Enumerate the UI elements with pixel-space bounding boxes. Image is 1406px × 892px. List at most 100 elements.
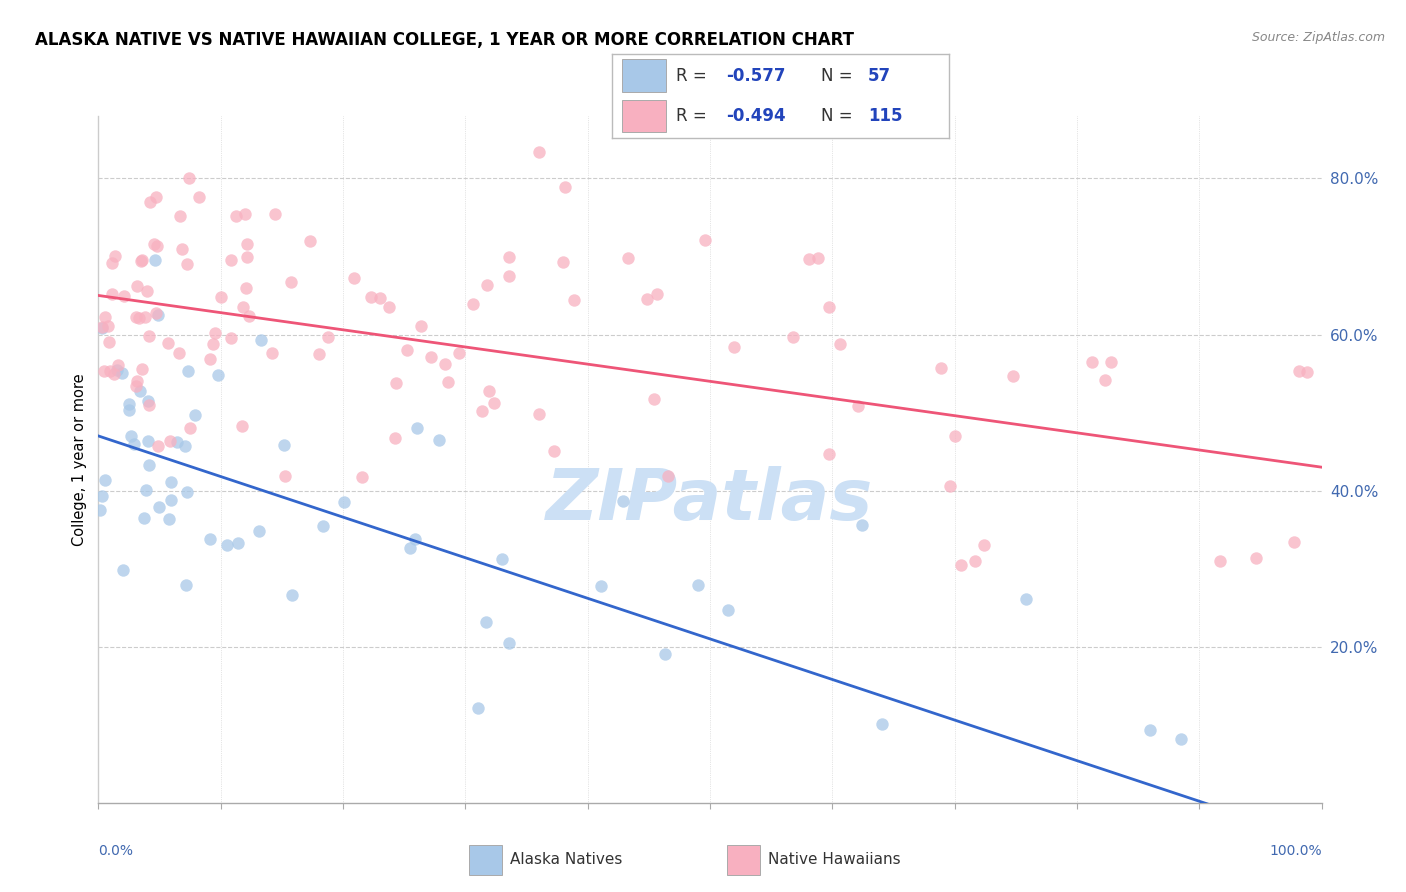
Point [263, 207, 285, 221]
Point [238, 309, 260, 323]
Point [184, 409, 207, 423]
Point [529, 145, 551, 159]
Point [409, 319, 432, 334]
Point [817, 447, 839, 461]
Point [612, 494, 634, 508]
Point [93, 364, 115, 378]
Point [200, 351, 222, 366]
Point [807, 251, 830, 265]
Point [851, 517, 873, 532]
Point [1081, 355, 1104, 369]
Point [1002, 368, 1025, 383]
Point [551, 255, 574, 269]
Point [138, 458, 160, 473]
Text: ZIPatlas: ZIPatlas [547, 467, 873, 535]
Point [273, 438, 295, 452]
Point [870, 717, 893, 731]
Point [128, 311, 150, 326]
Point [129, 384, 152, 399]
Bar [727, 845, 761, 875]
Point [818, 300, 841, 314]
Point [94, 310, 117, 324]
Point [219, 253, 242, 268]
Point [145, 306, 167, 320]
Point [399, 541, 422, 556]
Point [107, 362, 129, 376]
Point [475, 278, 498, 293]
Point [260, 346, 283, 360]
Point [143, 253, 166, 268]
Point [98, 364, 121, 378]
Point [148, 500, 170, 515]
Point [471, 404, 494, 418]
Point [368, 291, 391, 305]
Point [101, 256, 124, 270]
Point [657, 468, 679, 483]
Text: -0.494: -0.494 [727, 107, 786, 125]
Point [97, 334, 120, 349]
Point [174, 578, 197, 592]
Point [1099, 355, 1122, 369]
Point [562, 293, 585, 307]
Text: Source: ZipAtlas.com: Source: ZipAtlas.com [1251, 31, 1385, 45]
Point [160, 492, 183, 507]
Point [232, 300, 254, 314]
Point [142, 236, 165, 251]
Point [231, 419, 253, 434]
Point [112, 289, 135, 303]
Point [118, 397, 141, 411]
Point [693, 233, 716, 247]
Point [129, 254, 152, 268]
Point [447, 346, 470, 360]
Point [103, 249, 125, 263]
Point [308, 347, 330, 361]
Point [645, 286, 668, 301]
Text: N =: N = [821, 67, 852, 85]
Point [939, 479, 962, 493]
Text: ALASKA NATIVE VS NATIVE HAWAIIAN COLLEGE, 1 YEAR OR MORE CORRELATION CHART: ALASKA NATIVE VS NATIVE HAWAIIAN COLLEGE… [35, 31, 855, 49]
Point [280, 275, 302, 289]
Point [332, 495, 354, 509]
Point [174, 439, 197, 453]
Text: Alaska Natives: Alaska Natives [509, 853, 621, 867]
Point [219, 331, 242, 345]
Point [136, 434, 159, 448]
Point [554, 179, 576, 194]
Point [343, 270, 366, 285]
Point [427, 434, 450, 448]
Point [156, 335, 179, 350]
Point [249, 524, 271, 538]
Point [124, 379, 146, 393]
Point [1288, 364, 1310, 378]
Point [352, 469, 374, 483]
Point [281, 588, 304, 602]
Point [529, 407, 551, 421]
Point [236, 237, 259, 252]
Text: -0.577: -0.577 [727, 67, 786, 85]
Point [475, 615, 498, 629]
Point [94, 474, 117, 488]
Point [136, 284, 159, 298]
Point [125, 310, 148, 325]
Text: 57: 57 [868, 67, 891, 85]
Point [138, 329, 160, 343]
Point [419, 350, 441, 364]
Point [103, 367, 125, 381]
Point [1094, 373, 1116, 387]
Text: 115: 115 [868, 107, 903, 125]
Bar [621, 60, 665, 92]
Point [298, 234, 321, 248]
Point [799, 252, 821, 267]
Point [360, 290, 382, 304]
Point [112, 563, 135, 577]
Point [122, 437, 145, 451]
Point [828, 336, 851, 351]
Point [591, 579, 613, 593]
Point [437, 375, 460, 389]
Point [498, 250, 520, 264]
Point [107, 358, 129, 372]
Point [312, 518, 335, 533]
Point [717, 603, 740, 617]
Point [235, 281, 257, 295]
Point [125, 374, 148, 388]
